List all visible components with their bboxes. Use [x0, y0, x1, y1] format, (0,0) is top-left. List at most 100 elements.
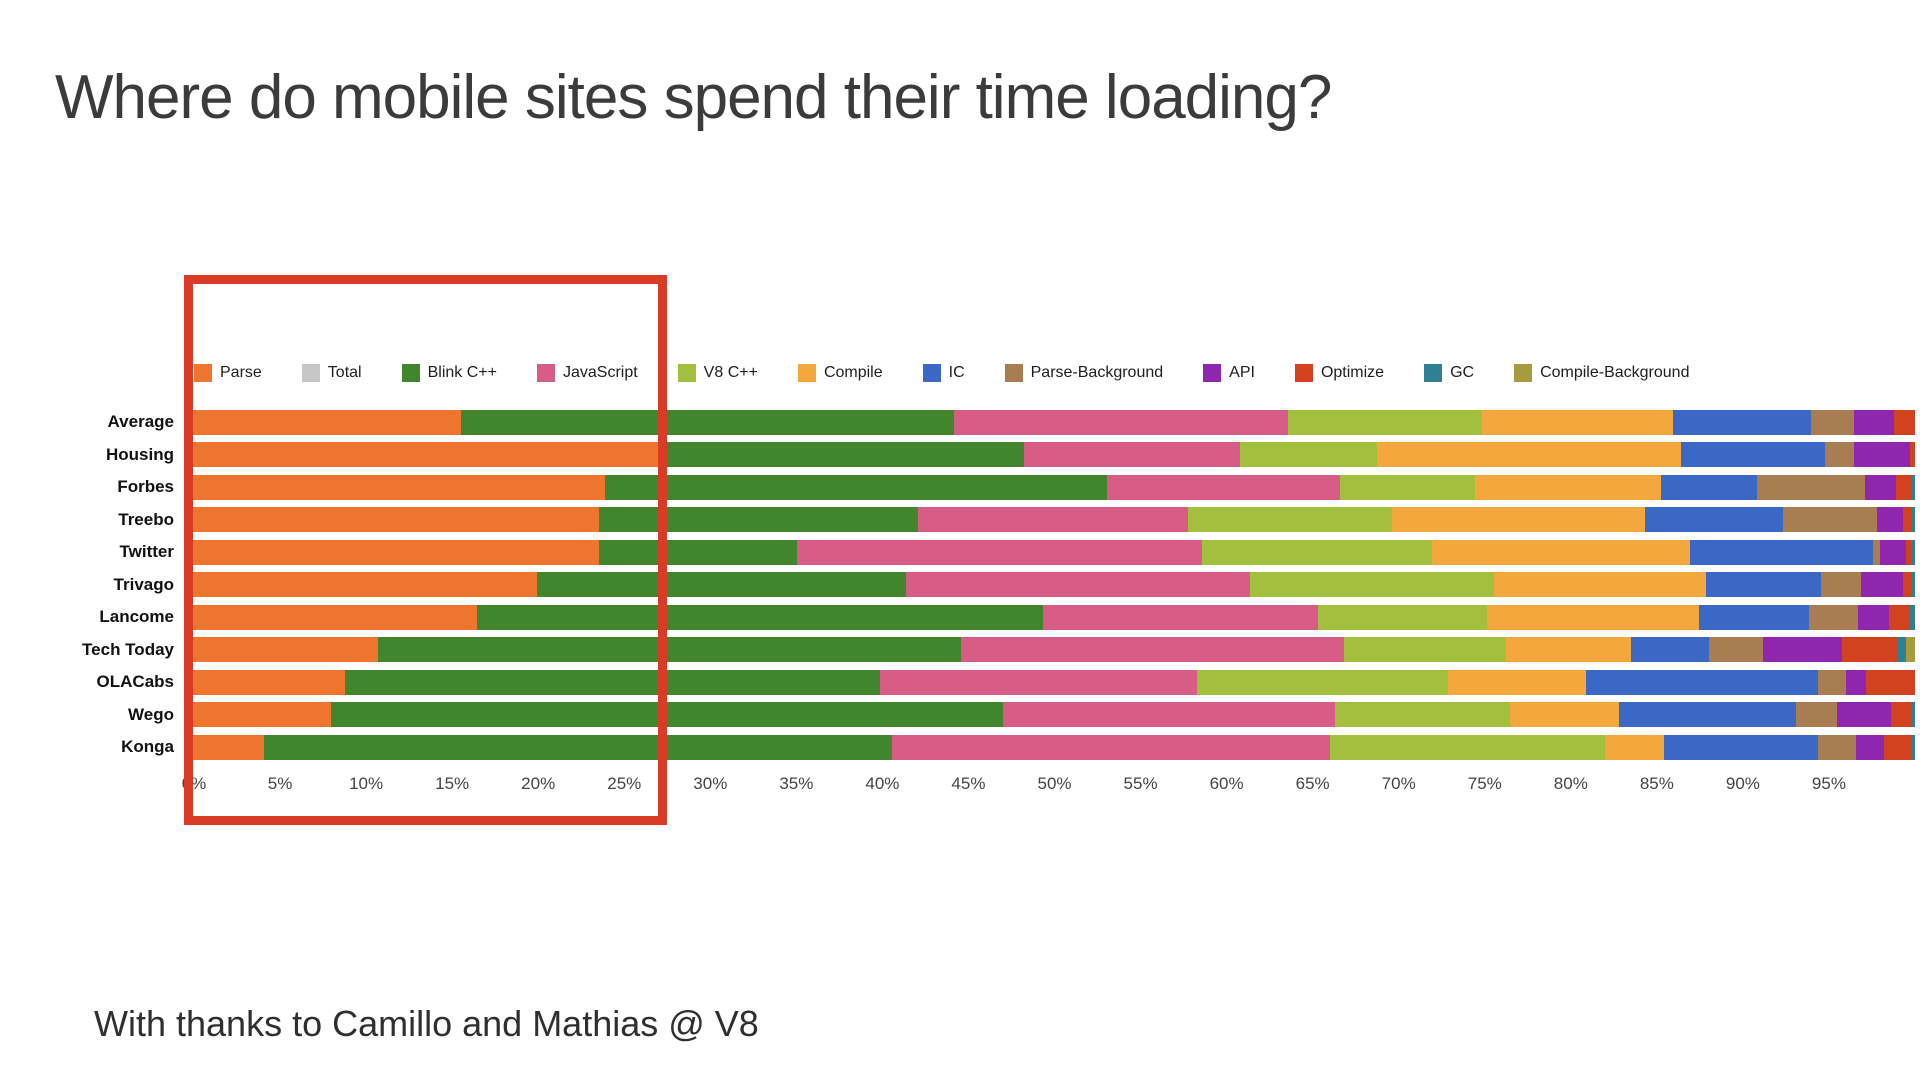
stacked-bar	[184, 507, 1915, 533]
bar-segment-javascript	[905, 572, 1251, 598]
x-axis-tick-label: 15%	[435, 774, 470, 793]
legend-label: Parse-Background	[1030, 364, 1164, 381]
bar-segment-optimize	[1906, 539, 1912, 565]
bar-segment-parse	[184, 442, 661, 468]
bar-segment-javascript	[1002, 702, 1336, 728]
bar-segment-parse-background	[1873, 539, 1881, 565]
legend-item-parse-background: Parse-Background	[1004, 364, 1164, 382]
bar-segment-v8-c-	[1250, 572, 1495, 598]
bar-segment-gc	[1911, 572, 1915, 598]
x-axis-tick-label: 0%	[181, 774, 207, 793]
stacked-bar	[184, 572, 1915, 598]
bar-segment-parse	[184, 572, 538, 598]
bar-segment-compile	[1487, 604, 1699, 630]
legend-item-compile-background: Compile-Background	[1514, 364, 1689, 382]
bar-segment-parse-background	[1708, 637, 1763, 663]
legend-item-javascript: JavaScript	[536, 364, 638, 382]
legend-swatch-icon	[1203, 364, 1222, 382]
bar-segment-blink-c-	[460, 409, 955, 435]
legend-swatch-icon	[677, 364, 696, 382]
x-axis-tick-label: 30%	[693, 774, 728, 793]
bar-segment-v8-c-	[1317, 604, 1488, 630]
bar-segment-parse-background	[1795, 702, 1838, 728]
legend-swatch-icon	[1004, 364, 1023, 382]
bar-segment-javascript	[1106, 474, 1341, 500]
bar-segment-javascript	[1042, 604, 1318, 630]
bar-segment-compile	[1475, 474, 1661, 500]
page-title: Where do mobile sites spend their time l…	[55, 63, 1332, 132]
chart-legend: Parse Total Blink C++ JavaScript V8 C++ Compi…	[194, 362, 1689, 384]
bar-segment-parse	[184, 507, 600, 533]
bar-segment-compile	[1506, 637, 1632, 663]
bar-segment-ic	[1644, 507, 1784, 533]
chart-row-wego: Wego	[0, 699, 1915, 732]
legend-item-blink-c-: Blink C++	[401, 364, 497, 382]
bar-segment-javascript	[891, 734, 1330, 760]
legend-label: API	[1229, 364, 1255, 381]
legend-swatch-icon	[922, 364, 941, 382]
chart-row-trivago: Trivago	[0, 569, 1915, 602]
category-label: Konga	[121, 737, 174, 757]
stacked-bar	[184, 604, 1915, 630]
bar-segment-compile	[1605, 734, 1664, 760]
bar-segment-parse-background	[1818, 734, 1857, 760]
bar-segment-ic	[1705, 572, 1822, 598]
bar-segment-api	[1876, 507, 1903, 533]
bar-segment-blink-c-	[660, 442, 1024, 468]
bar-segment-gc	[1911, 702, 1915, 728]
bar-segment-parse-background	[1821, 572, 1862, 598]
bar-segment-optimize	[1895, 474, 1912, 500]
category-label: Trivago	[113, 574, 174, 594]
x-axis-tick-label: 45%	[951, 774, 986, 793]
bar-segment-blink-c-	[377, 637, 962, 663]
legend-swatch-icon	[301, 364, 320, 382]
bar-segment-javascript	[917, 507, 1188, 533]
bar-segment-compile	[1376, 442, 1682, 468]
bar-segment-parse-background	[1824, 442, 1855, 468]
x-axis-tick-label: 10%	[349, 774, 384, 793]
bar-segment-ic	[1689, 539, 1874, 565]
chart-row-konga: Konga	[0, 731, 1915, 764]
bar-segment-javascript	[796, 539, 1202, 565]
bar-segment-gc	[1909, 604, 1915, 630]
x-axis-tick-label: 75%	[1467, 774, 1502, 793]
legend-item-optimize: Optimize	[1294, 364, 1384, 382]
bar-segment-blink-c-	[331, 702, 1003, 728]
legend-item-parse: Parse	[194, 364, 262, 382]
stacked-bar	[184, 409, 1915, 435]
legend-item-gc: GC	[1424, 364, 1474, 382]
bar-segment-api	[1861, 572, 1903, 598]
legend-label: Parse	[220, 364, 262, 381]
category-label: Forbes	[117, 477, 174, 497]
bar-segment-gc	[1911, 474, 1915, 500]
bar-segment-gc	[1897, 637, 1907, 663]
bar-segment-compile	[1494, 572, 1706, 598]
bar-segment-ic	[1586, 669, 1819, 695]
bar-segment-api	[1854, 409, 1895, 435]
bar-segment-ic	[1618, 702, 1796, 728]
bar-segment-v8-c-	[1201, 539, 1433, 565]
legend-item-ic: IC	[922, 364, 965, 382]
bar-segment-optimize	[1902, 572, 1912, 598]
stacked-bar	[184, 442, 1915, 468]
x-axis-tick-label: 20%	[521, 774, 556, 793]
bar-segment-blink-c-	[604, 474, 1107, 500]
legend-swatch-icon	[194, 364, 212, 382]
category-label: OLACabs	[96, 672, 174, 692]
bar-segment-javascript	[954, 409, 1289, 435]
category-label: Lancome	[99, 607, 174, 627]
bar-segment-ic	[1681, 442, 1825, 468]
bar-segment-optimize	[1888, 604, 1910, 630]
bar-segment-optimize	[1902, 507, 1912, 533]
bar-segment-blink-c-	[537, 572, 906, 598]
bar-segment-optimize	[1909, 442, 1915, 468]
legend-swatch-icon	[1424, 364, 1443, 382]
bar-segment-javascript	[1023, 442, 1240, 468]
bar-segment-optimize	[1890, 702, 1912, 728]
bar-segment-ic	[1631, 637, 1709, 663]
bar-segment-javascript	[879, 669, 1197, 695]
bar-segment-javascript	[961, 637, 1344, 663]
chart-rows: Average Housing Forbes Treebo Twitter Trivago…	[0, 406, 1915, 764]
bar-segment-blink-c-	[344, 669, 880, 695]
stacked-bar	[184, 539, 1915, 565]
